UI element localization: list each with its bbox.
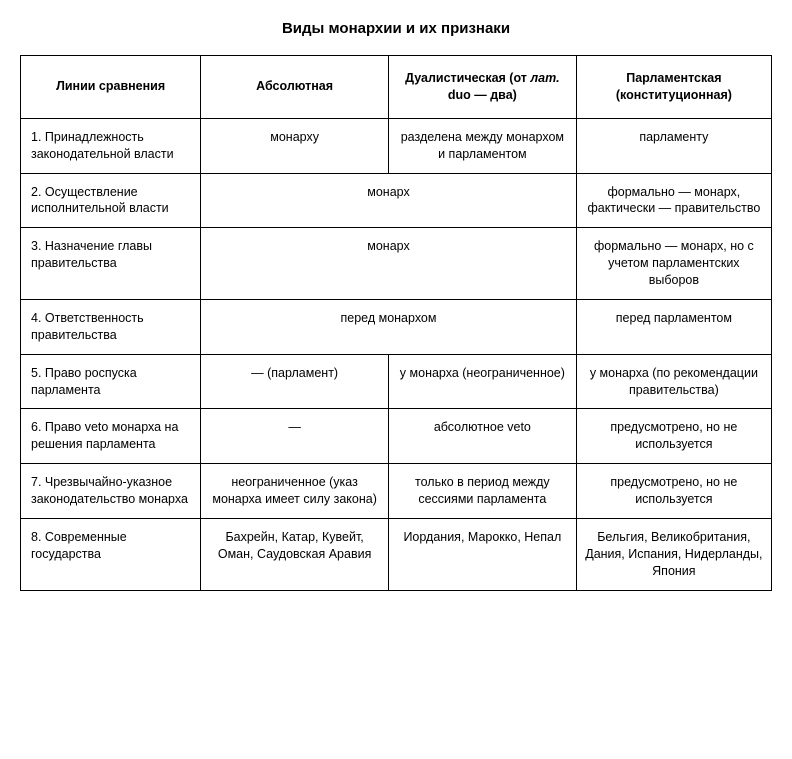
cell-absolute: монарху (201, 118, 389, 173)
cell-absolute: — (201, 409, 389, 464)
col-header-dual: Дуалистическая (от лат. duo — два) (388, 56, 576, 119)
cell-absolute: — (парламент) (201, 354, 389, 409)
cell-parliament: перед парламентом (576, 299, 771, 354)
table-row: 6. Право veto монарха на решения парламе… (21, 409, 772, 464)
cell-criteria: 2. Осуществление исполнительной власти (21, 173, 201, 228)
table-row: 4. Ответственность правительстваперед мо… (21, 299, 772, 354)
cell-parliament: формально — монарх, фактически — правите… (576, 173, 771, 228)
cell-dual: у монарха (неограниченное) (388, 354, 576, 409)
cell-criteria: 7. Чрезвычайно-указное законодательство … (21, 464, 201, 519)
cell-merged: монарх (201, 173, 577, 228)
cell-absolute: Бахрейн, Катар, Кувейт, Оман, Саудовская… (201, 518, 389, 590)
table-row: 3. Назначение главы правительствамонархф… (21, 228, 772, 300)
col-header-dual-suffix: duo — два) (448, 88, 517, 102)
col-header-criteria: Линии сравнения (21, 56, 201, 119)
cell-criteria: 8. Современные государства (21, 518, 201, 590)
cell-criteria: 1. Принадлежность законодательной власти (21, 118, 201, 173)
cell-criteria: 4. Ответственность правительства (21, 299, 201, 354)
cell-criteria: 6. Право veto монарха на решения парламе… (21, 409, 201, 464)
cell-criteria: 3. Назначение главы правительства (21, 228, 201, 300)
cell-parliament: у монарха (по рекомендации правительства… (576, 354, 771, 409)
cell-absolute: неограниченное (указ монарха имеет силу … (201, 464, 389, 519)
cell-criteria: 5. Право роспуска парламента (21, 354, 201, 409)
cell-parliament: парламенту (576, 118, 771, 173)
cell-dual: только в период между сессиями парламент… (388, 464, 576, 519)
cell-merged: монарх (201, 228, 577, 300)
table-row: 7. Чрезвычайно-указное законодательство … (21, 464, 772, 519)
cell-dual: разделена между монархом и парламентом (388, 118, 576, 173)
cell-parliament: предусмотрено, но не используется (576, 409, 771, 464)
cell-parliament: формально — монарх, но с учетом парламен… (576, 228, 771, 300)
cell-dual: Иордания, Марокко, Непал (388, 518, 576, 590)
col-header-dual-prefix: Дуалистическая (от (405, 71, 530, 85)
col-header-parliament: Парламентская (конституционная) (576, 56, 771, 119)
table-row: 5. Право роспуска парламента— (парламент… (21, 354, 772, 409)
col-header-dual-ital: лат. (530, 71, 559, 85)
table-body: 1. Принадлежность законодательной власти… (21, 118, 772, 590)
col-header-absolute: Абсолютная (201, 56, 389, 119)
table-row: 1. Принадлежность законодательной власти… (21, 118, 772, 173)
table-header-row: Линии сравнения Абсолютная Дуалистическа… (21, 56, 772, 119)
table-row: 2. Осуществление исполнительной властимо… (21, 173, 772, 228)
page-title: Виды монархии и их признаки (20, 20, 772, 37)
cell-merged: перед монархом (201, 299, 577, 354)
table-row: 8. Современные государстваБахрейн, Катар… (21, 518, 772, 590)
monarchy-table: Линии сравнения Абсолютная Дуалистическа… (20, 55, 772, 591)
cell-parliament: предусмотрено, но не используется (576, 464, 771, 519)
cell-dual: абсолютное veto (388, 409, 576, 464)
cell-parliament: Бельгия, Великобритания, Дания, Испания,… (576, 518, 771, 590)
